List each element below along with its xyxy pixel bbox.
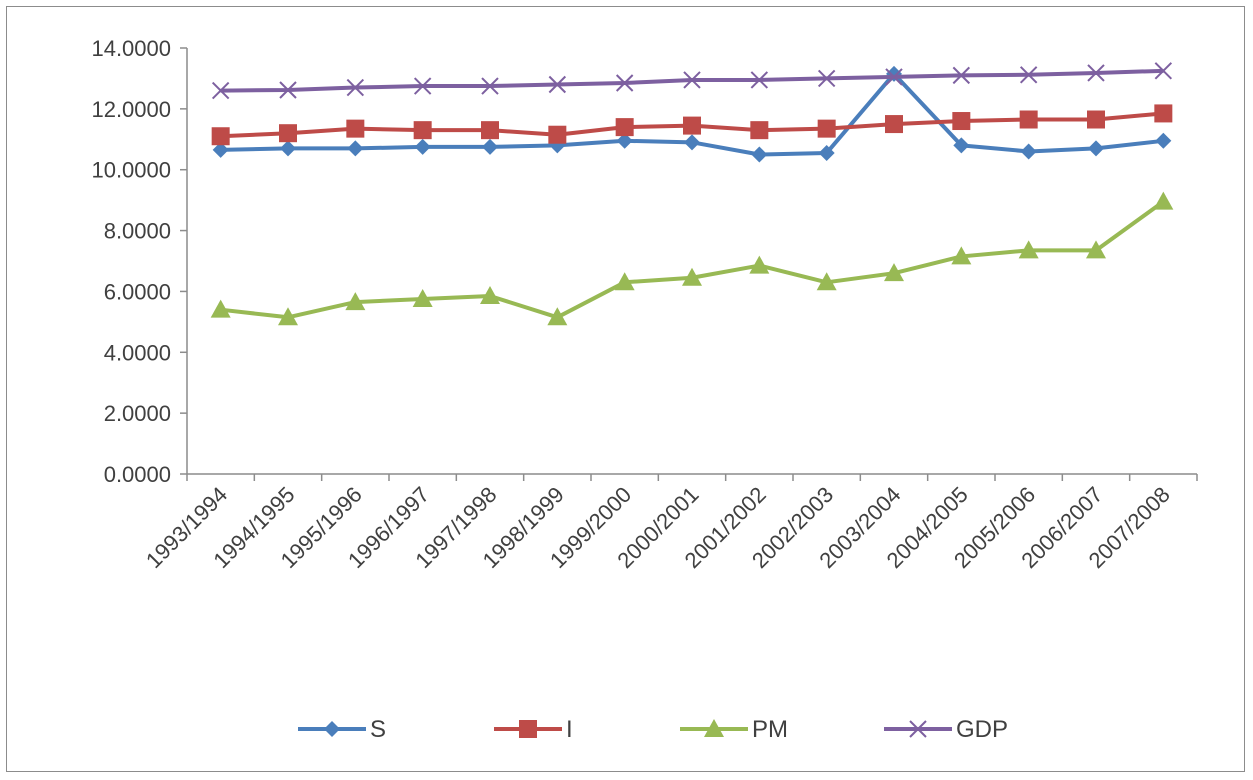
data-point-gdp [615, 74, 634, 92]
legend-item-i: I [494, 716, 573, 743]
x-tick-labels: 1993/19941994/19951995/19961996/19971997… [141, 482, 1175, 573]
data-point-i [885, 115, 903, 134]
legend-label-gdp: GDP [956, 716, 1008, 743]
data-point-gdp [346, 78, 365, 97]
data-point-pm [547, 307, 568, 326]
data-point-gdp [481, 77, 499, 95]
data-point-i [346, 119, 365, 138]
data-point-pm [1153, 191, 1174, 210]
data-point-s [1088, 140, 1104, 157]
data-point-i [952, 112, 971, 131]
data-point-gdp [211, 81, 230, 100]
data-point-pm [278, 307, 298, 326]
y-tick-label: 0.0000 [104, 462, 171, 487]
series-group [210, 62, 1174, 326]
data-point-s [684, 134, 700, 151]
data-point-s [751, 146, 768, 163]
series-pm [210, 191, 1174, 326]
data-point-i [548, 125, 567, 144]
y-tick-label: 4.0000 [104, 340, 171, 365]
data-point-pm [951, 246, 972, 265]
series-gdp [211, 62, 1173, 100]
data-point-pm [1018, 240, 1039, 259]
data-point-i [1019, 110, 1038, 129]
data-point-pm [412, 289, 433, 308]
data-point-s [414, 138, 431, 155]
legend-marker-i [519, 720, 537, 738]
data-point-pm [1086, 240, 1106, 259]
data-point-gdp [817, 69, 836, 88]
data-point-gdp [279, 81, 297, 99]
legend-item-pm: PM [680, 716, 788, 743]
data-point-pm [816, 272, 837, 291]
data-point-gdp [548, 75, 567, 94]
series-line-pm [220, 200, 1165, 320]
data-point-i [1154, 104, 1173, 123]
data-point-gdp [750, 71, 769, 89]
legend-label-i: I [566, 716, 573, 743]
data-point-s [1020, 143, 1037, 160]
y-tick-label: 6.0000 [104, 279, 171, 304]
data-point-gdp [413, 77, 432, 95]
data-point-gdp [885, 68, 903, 86]
chart-axes [180, 47, 1198, 481]
legend-item-s: S [298, 716, 386, 743]
data-point-s [280, 140, 296, 157]
data-point-pm [480, 285, 500, 304]
data-point-i [481, 121, 499, 140]
y-tick-label: 10.0000 [91, 158, 171, 183]
legend: S I PM GDP [298, 716, 1008, 743]
data-point-i [817, 119, 836, 138]
data-point-pm [884, 263, 904, 282]
y-tick-label: 14.0000 [91, 36, 171, 61]
data-point-s [818, 144, 835, 161]
data-point-s [482, 138, 498, 155]
data-point-gdp [1087, 64, 1105, 82]
data-point-pm [345, 292, 366, 311]
data-point-s [616, 132, 633, 149]
legend-marker-gdp [909, 720, 927, 738]
data-point-s [347, 140, 364, 157]
legend-marker-s [324, 721, 340, 737]
legend-item-gdp: GDP [884, 716, 1008, 743]
data-point-pm [682, 267, 702, 286]
data-point-s [1155, 132, 1172, 149]
series-s [212, 65, 1172, 163]
data-point-i [211, 127, 230, 146]
series-i [211, 104, 1173, 146]
data-point-s [212, 141, 229, 158]
y-tick-label: 12.0000 [91, 97, 171, 122]
legend-label-pm: PM [752, 716, 788, 743]
data-point-gdp [1019, 66, 1038, 84]
data-point-gdp [683, 71, 701, 89]
data-point-i [615, 118, 634, 137]
data-point-gdp [952, 66, 971, 85]
y-tick-labels: 0.0000 2.0000 4.0000 6.0000 8.0000 10.0000 12.… [91, 36, 171, 487]
data-point-i [413, 121, 432, 140]
data-point-s [953, 137, 970, 154]
data-point-pm [210, 299, 231, 318]
data-point-i [750, 121, 769, 140]
y-tick-label: 8.0000 [104, 219, 171, 244]
data-point-pm [614, 272, 635, 291]
data-point-i [279, 124, 297, 143]
legend-marker-pm [704, 719, 724, 737]
data-point-gdp [1154, 62, 1173, 80]
data-point-i [1087, 110, 1105, 129]
y-tick-label: 2.0000 [104, 401, 171, 426]
legend-label-s: S [370, 716, 386, 743]
data-point-pm [749, 255, 770, 274]
data-point-i [683, 116, 701, 135]
